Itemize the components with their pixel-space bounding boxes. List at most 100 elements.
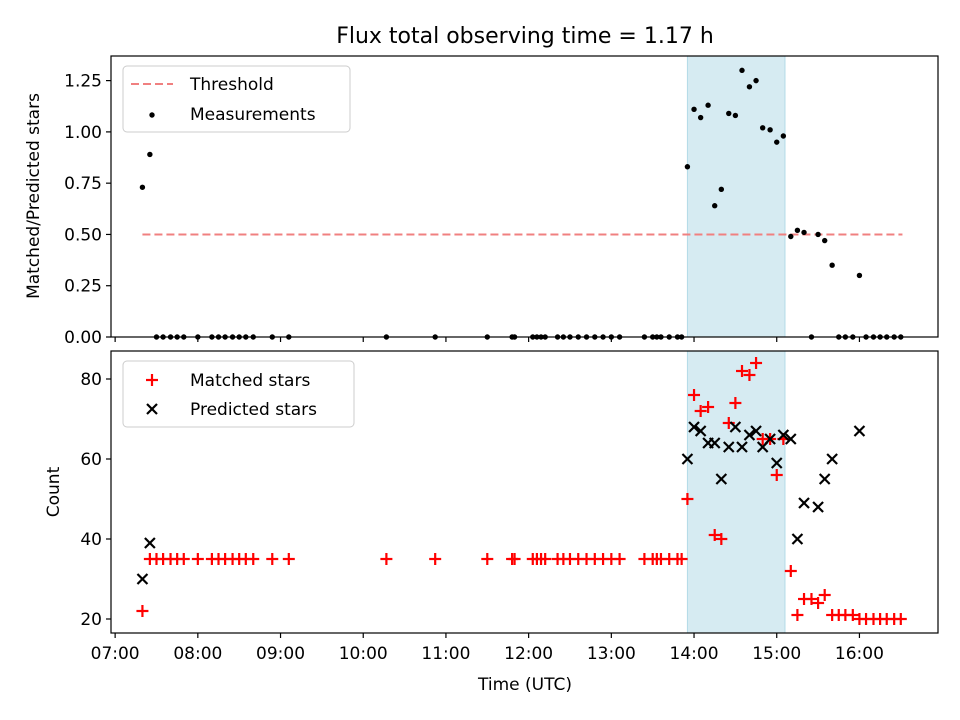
- matched-stars-point: [282, 553, 295, 565]
- y-tick-label: 40: [80, 530, 102, 550]
- matched-stars-point: [380, 553, 393, 565]
- matched-stars-point: [429, 553, 442, 565]
- matched-stars-point: [770, 469, 783, 481]
- x-tick-label: 13:00: [587, 644, 636, 664]
- y-tick-label: 1.25: [64, 72, 102, 92]
- measurement-point: [822, 237, 828, 244]
- matched-stars-point: [613, 553, 626, 565]
- bottom-legend-box: [122, 360, 355, 428]
- measurement-point: [147, 151, 153, 158]
- predicted-stars-point: [785, 433, 797, 445]
- x-tick-label: 16:00: [835, 644, 884, 664]
- x-axis-label: Time (UTC): [477, 675, 572, 695]
- bottom-xticks-layer: 07:00 08:00 09:00 10:00 11:00 12:00 13:00 14:00…: [91, 633, 884, 664]
- predicted-stars-point: [777, 429, 790, 441]
- y-tick-label: 1.00: [64, 123, 102, 143]
- measurement-point: [801, 229, 807, 236]
- matched-stars-point: [694, 405, 707, 417]
- predicted-stars-point: [729, 421, 742, 433]
- predicted-stars-point: [708, 437, 721, 449]
- measurement-point: [712, 203, 718, 209]
- matched-stars-point: [894, 613, 907, 625]
- y-tick-label: 80: [80, 370, 102, 390]
- predicted-stars-point: [764, 433, 776, 445]
- matched-stars-point: [508, 553, 521, 565]
- top-y-axis-label: Matched/Predicted stars: [24, 93, 44, 299]
- matched-stars-point: [266, 553, 279, 565]
- predicted-stars-point: [136, 573, 149, 585]
- predicted-stars-point: [681, 453, 694, 465]
- predicted-stars-point: [722, 441, 735, 453]
- matched-stars-point: [681, 493, 694, 505]
- measurement-point: [705, 102, 711, 108]
- x-tick-label: 11:00: [421, 644, 470, 664]
- bottom-yticks-layer: 20 40 60 80: [80, 370, 111, 630]
- matched-stars-point: [729, 397, 742, 409]
- predicted-stars-point: [853, 425, 866, 437]
- bottom-axes-frame: [110, 350, 939, 634]
- bottom-y-axis-label: Count: [44, 466, 64, 517]
- matched-stars-point: [247, 553, 260, 565]
- y-tick-label: 20: [80, 610, 102, 630]
- legend-matched-label: Matched stars: [190, 371, 310, 391]
- measurement-point: [726, 110, 732, 117]
- matched-stars-point: [791, 609, 804, 621]
- legend-predicted-label: Predicted stars: [190, 400, 317, 420]
- legend-measurements-label: Measurements: [190, 105, 316, 125]
- legend-matched-swatch: [146, 374, 158, 386]
- legend-predicted-swatch: [146, 403, 158, 415]
- matched-stars-point: [136, 605, 149, 617]
- predicted-stars-point: [750, 425, 762, 437]
- x-tick-label: 15:00: [752, 644, 801, 664]
- predicted-stars-point: [818, 473, 831, 485]
- measurement-point: [788, 233, 794, 240]
- x-tick-label: 14:00: [670, 644, 719, 664]
- measurement-point: [780, 133, 787, 139]
- y-tick-label: 0.25: [64, 277, 102, 297]
- matched-stars-point: [191, 553, 204, 565]
- legend-threshold-label: Threshold: [189, 75, 274, 95]
- bottom-panel: 07:00 08:00 09:00 10:00 11:00 12:00 13:00 14:00…: [44, 350, 939, 695]
- measurement-point: [746, 84, 753, 90]
- matched-stars-point: [702, 401, 715, 413]
- measurement-point: [753, 77, 759, 84]
- measurement-point: [739, 67, 745, 74]
- bottom-points-layer: [136, 357, 907, 625]
- matched-stars-point: [743, 369, 756, 381]
- x-tick-label: 12:00: [504, 644, 553, 664]
- matched-stars-point: [805, 593, 818, 605]
- chart-title: Flux total observing time = 1.17 h: [336, 24, 714, 49]
- measurement-point: [139, 184, 146, 190]
- matched-stars-point: [688, 389, 701, 401]
- y-tick-label: 0.50: [64, 225, 102, 245]
- matched-stars-point: [177, 553, 190, 565]
- matched-stars-point: [715, 533, 728, 545]
- predicted-stars-point: [694, 425, 707, 437]
- highlight-span: [686, 55, 786, 338]
- measurement-point: [767, 127, 773, 133]
- top-highlight-span-layer: [686, 55, 786, 338]
- x-tick-label: 07:00: [91, 644, 140, 664]
- top-legend: Threshold Measurements: [122, 65, 351, 133]
- predicted-stars-point: [688, 421, 700, 433]
- matched-stars-point: [812, 597, 825, 609]
- predicted-stars-point: [743, 429, 756, 441]
- y-tick-label: 0.00: [64, 328, 102, 348]
- measurement-point: [774, 139, 780, 145]
- predicted-stars-point: [826, 453, 838, 465]
- x-tick-label: 10:00: [339, 644, 388, 664]
- measurement-point: [691, 106, 697, 113]
- highlight-span: [686, 350, 786, 634]
- top-yticks-layer: 0.00 0.25 0.50 0.75 1.00 1.25: [64, 72, 111, 348]
- top-legend-box: [122, 65, 351, 133]
- legend-measurements-swatch: [149, 112, 155, 118]
- matched-stars-point: [675, 553, 688, 565]
- predicted-stars-point: [144, 537, 156, 549]
- matched-stars-point: [846, 609, 859, 621]
- predicted-stars-point: [798, 497, 810, 509]
- predicted-stars-point: [791, 533, 804, 545]
- matched-stars-point: [539, 553, 552, 565]
- x-tick-label: 09:00: [256, 644, 305, 664]
- top-panel: 0.00 0.25 0.50 0.75 1.00 1.25 Matched/Predict…: [24, 55, 939, 348]
